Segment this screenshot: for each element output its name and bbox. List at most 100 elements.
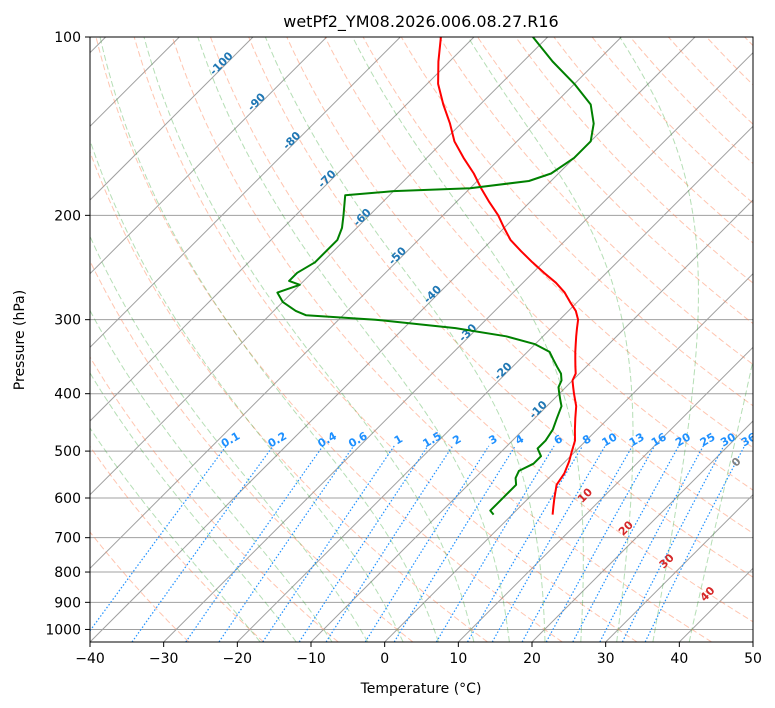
dry-adiabat-line (744, 37, 753, 47)
dry-adiabat-line (90, 150, 488, 642)
dry-adiabat-line (171, 37, 712, 642)
mixing-ratio-line (325, 445, 454, 642)
isotherm-line (605, 493, 753, 642)
isotherm-line (90, 37, 254, 201)
dry-adiabat-line (706, 37, 753, 86)
moist-adiabat-line (467, 37, 634, 642)
plot-frame (89, 36, 754, 643)
dry-adiabat-label: 30 (657, 551, 677, 571)
mixing-ratio-line (90, 445, 227, 632)
isotherm-label: -100 (207, 49, 236, 78)
mixing-ratio-line (572, 445, 680, 642)
dry-adiabat-line (90, 445, 264, 642)
x-tick-label: −20 (223, 651, 253, 667)
isotherm-label: -40 (421, 283, 444, 306)
isotherm-line (163, 51, 753, 642)
moist-adiabat-line (143, 37, 475, 642)
y-tick-label: 400 (54, 387, 81, 403)
dry-adiabat-line (668, 37, 753, 125)
isotherm-label: -30 (456, 321, 479, 344)
dry-adiabat-line (133, 37, 638, 642)
mixing-ratio-line (521, 445, 634, 642)
mixing-ratio-line (435, 445, 555, 642)
mixing-ratio-line (298, 445, 429, 642)
mixing-ratio-label: 10 (600, 430, 620, 449)
moist-adiabat-line (90, 235, 369, 642)
dry-adiabat-line (95, 37, 563, 642)
dry-adiabat-label: 20 (616, 518, 636, 538)
isotherm-line (531, 420, 753, 642)
profile-series (276, 37, 595, 516)
moist-adiabat-line (688, 357, 753, 642)
isotherm-line (90, 37, 622, 570)
y-tick-label: 800 (54, 565, 81, 581)
moist-adiabat-line (619, 37, 699, 642)
isotherm-line (90, 37, 549, 496)
isotherm-label: -90 (245, 90, 268, 113)
moist-adiabat-line (90, 138, 404, 642)
dry-adiabat-line (248, 37, 753, 578)
y-tick-label: 1000 (45, 622, 81, 638)
dry-adiabat-line (90, 259, 414, 642)
y-tick-label: 200 (54, 208, 81, 224)
mixing-ratio-label: 30 (718, 430, 738, 449)
mixing-ratio-label: 36 (739, 430, 759, 449)
dry-adiabat-line (90, 531, 190, 642)
y-axis: 100 200 300 400 500 600 700 800 900 1000 (45, 30, 90, 638)
dry-adiabat-line (438, 37, 753, 366)
x-tick-label: 50 (744, 651, 762, 667)
dry-adiabat-line (90, 356, 339, 642)
background-lines (90, 37, 753, 642)
isotherm-line (236, 125, 753, 642)
x-axis-label: Temperature (°C) (360, 681, 482, 697)
isotherm-label: -50 (386, 244, 409, 267)
y-tick-label: 100 (54, 30, 81, 46)
mixing-ratio-label: 0.4 (316, 429, 340, 450)
isotherm-line (310, 199, 753, 642)
isotherm-line (90, 37, 328, 275)
mixing-ratio-label: 25 (698, 430, 718, 449)
x-tick-label: 40 (670, 651, 688, 667)
isotherm-line (678, 567, 753, 642)
x-tick-label: −10 (296, 651, 326, 667)
mixing-ratio-line (393, 445, 516, 642)
isotherm-label: -10 (527, 398, 550, 421)
mixing-ratio-label: 1.5 (420, 429, 443, 450)
isotherm-line (752, 641, 753, 642)
dry-adiabat-line (515, 37, 753, 284)
dry-adiabat-line (591, 37, 753, 204)
chart-title: wetPf2_YM08.2026.006.08.27.R16 (283, 12, 558, 32)
moist-adiabat-line (99, 37, 439, 642)
mixing-ratio-line (644, 445, 746, 642)
y-tick-label: 700 (54, 531, 81, 547)
mixing-ratio-label: 13 (627, 430, 647, 449)
mixing-ratio-label: 1 (392, 432, 405, 447)
y-axis-label: Pressure (hPa) (12, 290, 28, 390)
x-tick-label: −40 (75, 651, 105, 667)
mixing-ratio-line (262, 445, 395, 642)
dry-adiabat-label: 40 (698, 584, 718, 604)
mixing-ratio-line (218, 445, 355, 642)
x-tick-label: 30 (597, 651, 615, 667)
moist-adiabat-line (90, 309, 333, 642)
isotherm-label: -60 (351, 206, 374, 229)
temperature-profile (437, 37, 580, 515)
mixing-ratio-label: 2 (450, 432, 463, 447)
x-axis: −40 −30 −20 −10 0 10 20 30 40 50 (75, 642, 762, 667)
moist-adiabat-line (197, 37, 510, 642)
y-tick-label: 300 (54, 313, 81, 329)
isotherm-line (90, 37, 401, 349)
mixing-ratio-line (599, 445, 704, 642)
x-tick-label: 10 (449, 651, 467, 667)
x-tick-label: 0 (380, 651, 389, 667)
mixing-ratio-label: 20 (673, 430, 693, 449)
mixing-ratio-label: 0.1 (219, 429, 242, 450)
mixing-ratio-line (131, 445, 274, 642)
dry-adiabat-line (400, 37, 753, 407)
y-tick-label: 900 (54, 595, 81, 611)
mixing-ratio-line (545, 445, 656, 642)
mixing-ratio-label: 4 (513, 432, 526, 447)
mixing-ratio-line (185, 445, 324, 642)
y-tick-label: 600 (54, 491, 81, 507)
isotherm-line (384, 272, 753, 642)
